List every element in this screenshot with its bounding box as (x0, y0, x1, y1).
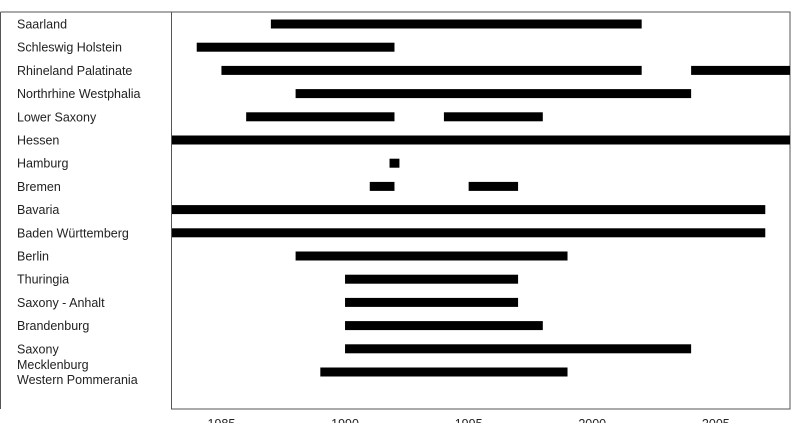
plot-frame (0, 11, 791, 410)
category-label-rhineland-palatinate: Rhineland Palatinate (17, 64, 132, 78)
x-tick-label-2005: 2005 (702, 417, 730, 423)
category-label-northrhine-westphalia: Northrhine Westphalia (17, 87, 140, 101)
bar-northrhine-westphalia-1 (295, 89, 692, 99)
category-label-thuringia: Thuringia (17, 273, 69, 287)
category-label-mecklenburg-western-pommerania-line-1: Mecklenburg (17, 358, 89, 372)
bar-hamburg-1 (389, 158, 400, 168)
x-tick-label-1995: 1995 (455, 417, 483, 423)
bar-schleswig-holstein-1 (196, 42, 395, 52)
bar-lower-saxony-1 (246, 112, 395, 122)
x-tick-label-1985: 1985 (208, 417, 236, 423)
bar-bremen-2 (468, 181, 519, 191)
category-label-saxony-anhalt: Saxony - Anhalt (17, 296, 105, 310)
x-tick-label-2000: 2000 (578, 417, 606, 423)
category-label-hessen: Hessen (17, 134, 59, 148)
bar-brandenburg-1 (345, 321, 543, 331)
bar-saarland-1 (270, 19, 642, 29)
category-label-hamburg: Hamburg (17, 157, 68, 171)
bar-bremen-1 (369, 181, 395, 191)
category-label-saxony: Saxony (17, 342, 59, 356)
bar-bavaria-1 (172, 205, 766, 215)
bar-berlin-1 (295, 251, 568, 261)
bar-mecklenburg-western-pommerania-1 (320, 367, 568, 377)
category-label-berlin: Berlin (17, 250, 49, 264)
bar-thuringia-1 (345, 274, 519, 284)
x-tick-label-1990: 1990 (331, 417, 359, 423)
category-label-bavaria: Bavaria (17, 203, 59, 217)
category-label-bremen: Bremen (17, 180, 61, 194)
category-label-baden-w-rttemberg: Baden Württemberg (17, 226, 129, 240)
bar-rhineland-palatinate-1 (221, 65, 642, 75)
bar-saxony-anhalt-1 (345, 297, 519, 307)
bar-baden-w-rttemberg-1 (172, 228, 766, 238)
category-label-saarland: Saarland (17, 18, 67, 32)
category-label-schleswig-holstein: Schleswig Holstein (17, 41, 122, 55)
bar-saxony-1 (345, 344, 692, 354)
category-label-mecklenburg-western-pommerania-line-2: Western Pommerania (17, 373, 138, 387)
x-axis-ticks: 1985 1990 1995 2000 2005 (208, 417, 730, 423)
bar-hessen-1 (172, 135, 790, 145)
category-label-lower-saxony: Lower Saxony (17, 110, 97, 124)
bar-rhineland-palatinate-2 (691, 65, 790, 75)
category-label-brandenburg: Brandenburg (17, 319, 89, 333)
plot-area-border (171, 11, 791, 410)
category-labels: Saarland Schleswig Holstein Rhineland Pala… (17, 18, 140, 388)
bar-lower-saxony-2 (443, 112, 543, 122)
bars (172, 19, 790, 377)
